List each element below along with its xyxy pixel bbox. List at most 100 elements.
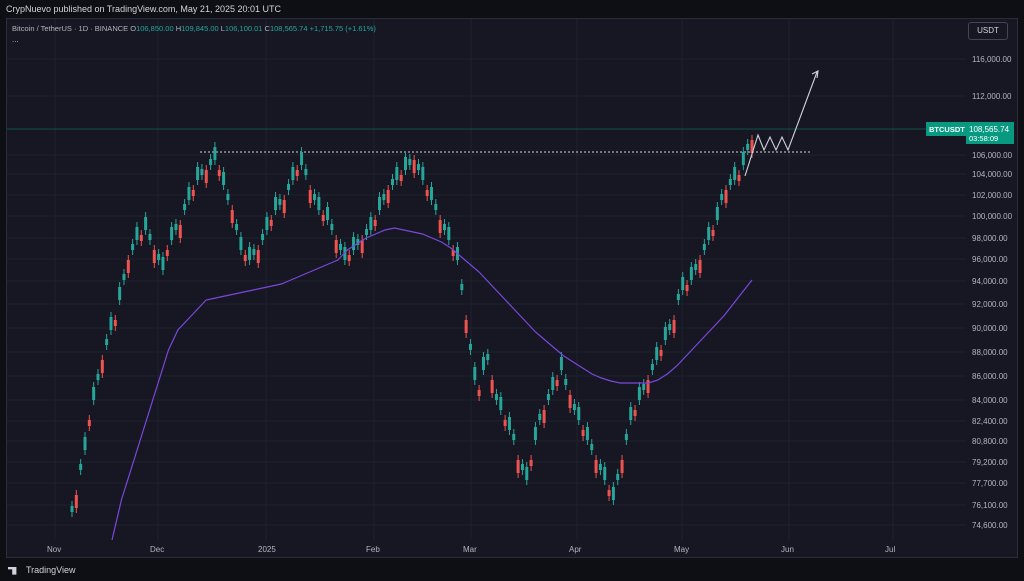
candle-body xyxy=(330,224,334,230)
candle-body xyxy=(724,190,728,203)
y-tick-label: 98,000.00 xyxy=(972,234,1008,243)
candle-body xyxy=(434,204,438,210)
candle-body xyxy=(603,467,607,480)
candle-body xyxy=(321,215,325,221)
price-tag-price: 108,565.74 xyxy=(969,125,1010,134)
candle-body xyxy=(326,207,330,220)
candle-body xyxy=(611,487,615,500)
candle-body xyxy=(373,220,377,226)
candle-body xyxy=(568,395,572,408)
candle-body xyxy=(243,255,247,261)
y-tick-label: 86,000.00 xyxy=(972,372,1008,381)
candle-body xyxy=(148,234,152,240)
candle-body xyxy=(590,444,594,450)
candle-body xyxy=(551,377,555,390)
candle-body xyxy=(79,464,83,470)
candle-body xyxy=(607,490,611,496)
legend-part: 109,845.00 xyxy=(181,24,221,33)
candle-body xyxy=(174,224,178,230)
candle-body xyxy=(152,250,156,263)
candle-body xyxy=(213,147,217,160)
price-tag-countdown: 03:58:09 xyxy=(969,134,998,143)
candle-body xyxy=(135,227,139,240)
candle-body xyxy=(486,354,490,360)
candle-body xyxy=(477,390,481,396)
candle-body xyxy=(555,380,559,386)
chart-panel[interactable] xyxy=(6,18,1018,558)
legend-part: 108,565.74 xyxy=(270,24,310,33)
candle-body xyxy=(300,152,304,165)
candle-body xyxy=(386,190,390,203)
y-tick-label: 106,000.00 xyxy=(972,151,1013,160)
x-tick-label: Nov xyxy=(47,545,61,554)
legend-part: O xyxy=(130,24,136,33)
y-tick-label: 76,100.00 xyxy=(972,501,1008,510)
candle-body xyxy=(425,190,429,196)
candle-body xyxy=(702,244,706,250)
candle-body xyxy=(269,220,273,226)
candle-body xyxy=(113,320,117,326)
legend-part: C xyxy=(265,24,271,33)
y-tick-label: 96,000.00 xyxy=(972,255,1008,264)
candle-body xyxy=(572,404,576,410)
candle-body xyxy=(499,397,503,410)
candle-body xyxy=(503,420,507,426)
footer-bar: TradingView xyxy=(0,560,1024,581)
candle-body xyxy=(187,187,191,200)
candle-body xyxy=(256,250,260,263)
candle-body xyxy=(304,169,308,175)
x-tick-label: Feb xyxy=(366,545,380,554)
candle-body xyxy=(442,224,446,230)
candle-body xyxy=(209,159,213,165)
candle-body xyxy=(533,427,537,440)
candle-body xyxy=(451,250,455,256)
candle-body xyxy=(516,460,520,473)
candle-body xyxy=(620,460,624,473)
candle-body xyxy=(741,152,745,165)
candle-body xyxy=(126,260,130,273)
y-tick-label: 94,000.00 xyxy=(972,277,1008,286)
candle-body xyxy=(404,157,408,170)
candle-body xyxy=(707,227,711,240)
candle-body xyxy=(663,327,667,340)
candle-body xyxy=(347,255,351,261)
candle-body xyxy=(460,284,464,290)
y-tick-label: 102,000.00 xyxy=(972,191,1013,200)
candle-body xyxy=(520,464,524,470)
x-tick-label: Jul xyxy=(885,545,895,554)
candle-body xyxy=(395,167,399,180)
candle-body xyxy=(282,200,286,213)
candle-body xyxy=(100,360,104,373)
candle-body xyxy=(157,254,161,260)
candle-body xyxy=(746,144,750,150)
candle-body xyxy=(685,285,689,291)
candle-body xyxy=(191,190,195,196)
currency-button[interactable]: USDT xyxy=(968,22,1008,40)
y-tick-label: 104,000.00 xyxy=(972,170,1013,179)
candle-body xyxy=(226,194,230,200)
candle-body xyxy=(118,287,122,300)
y-tick-label: 84,000.00 xyxy=(972,396,1008,405)
candle-body xyxy=(222,172,226,185)
candle-body xyxy=(598,464,602,470)
candle-body xyxy=(546,394,550,400)
candle-body xyxy=(196,167,200,180)
candle-body xyxy=(585,427,589,440)
y-tick-label: 112,000.00 xyxy=(972,92,1012,101)
y-tick-label: 100,000.00 xyxy=(972,212,1013,221)
candle-body xyxy=(529,460,533,466)
candle-body xyxy=(447,227,451,240)
candle-body xyxy=(105,339,109,345)
candle-body xyxy=(360,240,364,253)
candle-body xyxy=(391,179,395,185)
candle-body xyxy=(369,217,373,230)
tradingview-logo[interactable]: TradingView xyxy=(8,565,76,575)
x-tick-label: May xyxy=(674,545,689,554)
candle-body xyxy=(698,260,702,273)
y-tick-label: 92,000.00 xyxy=(972,300,1008,309)
candle-body xyxy=(343,247,347,260)
footer-brand: TradingView xyxy=(26,565,76,575)
x-tick-label: Jun xyxy=(781,545,794,554)
candle-body xyxy=(676,294,680,300)
